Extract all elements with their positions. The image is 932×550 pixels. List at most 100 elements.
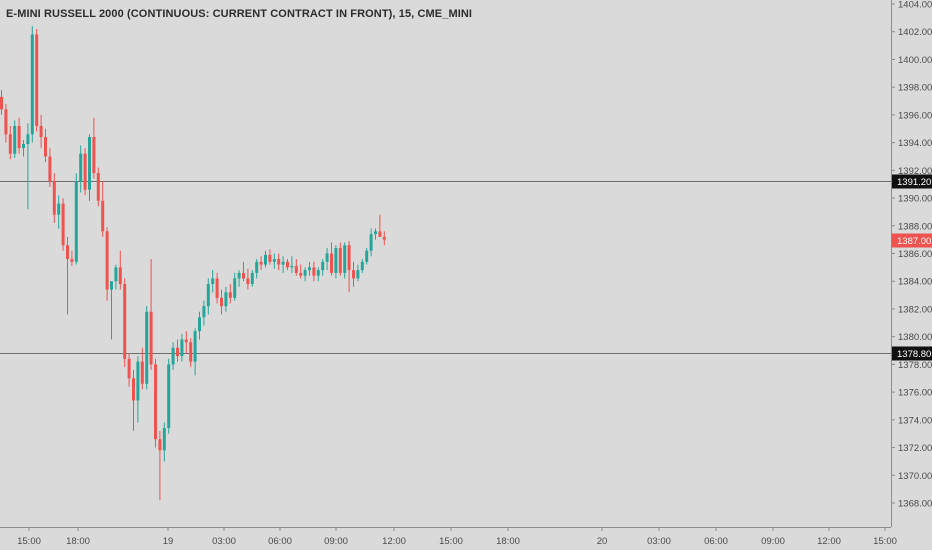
time-tick-label: 18:00 [496, 536, 520, 547]
time-tick-label: 20 [597, 536, 608, 547]
candle-body [0, 96, 3, 110]
price-tick-label: 1398.00 [898, 83, 932, 94]
candle-body [118, 267, 122, 284]
time-tick-label: 15:00 [439, 536, 463, 547]
candle-body [330, 253, 333, 273]
candle-body [123, 283, 127, 359]
candle-body [369, 234, 373, 251]
candle-body [180, 339, 184, 357]
candle-body [338, 247, 342, 273]
chart-title: E-MINI RUSSELL 2000 (CONTINUOUS: CURRENT… [6, 8, 473, 20]
candle-body [101, 200, 105, 232]
candle-body [132, 378, 135, 401]
candle-body [237, 272, 241, 279]
price-tick-label: 1374.00 [898, 415, 932, 426]
candle-body [35, 34, 39, 126]
time-tick-label: 19 [163, 536, 174, 547]
price-tick-label: 1396.00 [898, 110, 932, 121]
candle-body [220, 297, 223, 307]
time-tick-label: 09:00 [761, 536, 785, 547]
candle-body [105, 231, 109, 290]
candle-body [127, 358, 131, 379]
candle-body [8, 134, 12, 154]
candle-body [294, 265, 298, 273]
candle-body [145, 311, 149, 384]
price-tick-label: 1372.00 [898, 443, 932, 454]
price-tick-label: 1378.00 [898, 360, 932, 371]
candle-body [92, 137, 96, 174]
price-tick-label: 1380.00 [898, 332, 932, 343]
time-tick-label: 18:00 [66, 536, 90, 547]
candle-body [114, 267, 118, 282]
candle-body [228, 292, 232, 298]
candle-body [88, 137, 91, 190]
candle-body [149, 311, 153, 365]
candle-body [264, 254, 267, 265]
candle-body [246, 278, 250, 284]
candle-body [70, 259, 74, 262]
candle-body [52, 181, 56, 215]
price-tick-label: 1394.00 [898, 138, 932, 149]
candle-body [110, 281, 113, 290]
price-tick-label: 1400.00 [898, 55, 932, 66]
candle-body [286, 261, 289, 268]
price-tick-label: 1384.00 [898, 277, 932, 288]
candle-body [242, 272, 245, 279]
candle-body [281, 261, 285, 265]
candle-body [259, 261, 263, 265]
candle-body [22, 143, 25, 149]
candle-body [233, 278, 237, 298]
candle-body [277, 259, 281, 265]
candle-body [61, 203, 65, 246]
price-tick-label: 1402.00 [898, 27, 932, 38]
candle-body [154, 364, 157, 440]
price-tick-label: 1388.00 [898, 221, 932, 232]
candle-body [48, 156, 52, 182]
last-price-label: 1387.00 [897, 236, 931, 247]
time-tick-label: 09:00 [324, 536, 348, 547]
candle-body [171, 347, 175, 365]
candle-body [57, 203, 61, 215]
candle-body [66, 245, 69, 260]
candle-body [224, 292, 228, 307]
candle-body [211, 278, 215, 284]
candle-body [272, 259, 276, 262]
candle-body [343, 245, 347, 273]
candle-body [215, 278, 219, 298]
candle-body [4, 109, 8, 135]
price-tick-label: 1386.00 [898, 249, 932, 260]
candle-body [308, 267, 311, 271]
horizontal-line-label: 1378.80 [897, 349, 931, 360]
candle-body [184, 339, 188, 343]
candle-body [365, 250, 369, 262]
candle-body [83, 153, 87, 190]
candle-body [299, 272, 303, 276]
candle-body [17, 125, 21, 149]
candle-body [79, 153, 83, 182]
candle-body [96, 173, 100, 201]
price-tick-label: 1370.00 [898, 471, 932, 482]
candle-body [321, 261, 325, 271]
candle-body [290, 265, 294, 268]
time-tick-label: 12:00 [817, 536, 841, 547]
candle-body [193, 331, 197, 362]
price-tick-label: 1390.00 [898, 194, 932, 205]
time-tick-label: 03:00 [647, 536, 671, 547]
time-tick-label: 06:00 [704, 536, 728, 547]
candle-body [189, 342, 193, 362]
candle-body [202, 306, 206, 318]
last-price-badge [892, 233, 932, 248]
price-tick-label: 1368.00 [898, 499, 932, 510]
horizontal-line-label: 1391.20 [897, 177, 931, 188]
candle-body [382, 236, 386, 240]
candle-body [167, 364, 171, 429]
horizontal-line-badge [892, 346, 932, 361]
candle-body [250, 272, 254, 284]
candle-body [44, 137, 47, 157]
candle-body [347, 245, 351, 271]
candle-body [356, 270, 360, 279]
candle-body [360, 261, 364, 271]
candle-body [162, 428, 166, 451]
